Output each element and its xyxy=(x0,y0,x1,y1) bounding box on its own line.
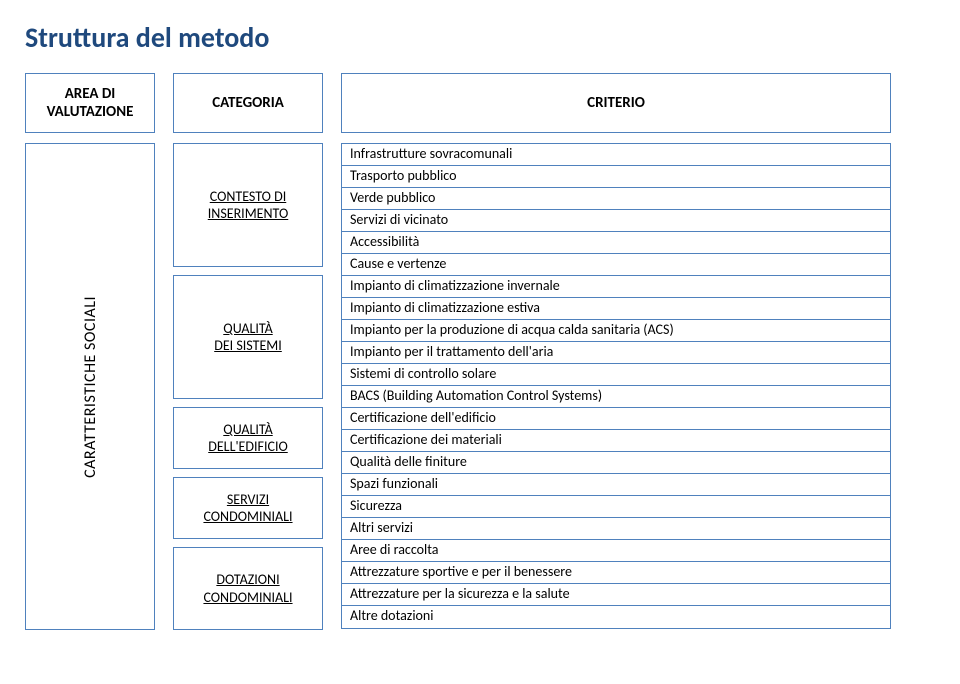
categoria-line: QUALITÀ xyxy=(223,421,272,439)
main-layout: AREA DI VALUTAZIONE CARATTERISTICHE SOCI… xyxy=(25,73,935,630)
criterio-row: Attrezzature per la sicurezza e la salut… xyxy=(342,584,890,606)
categoria-line: QUALITÀ xyxy=(223,320,272,338)
page-title: Struttura del metodo xyxy=(25,20,935,55)
categoria-box: QUALITÀDELL'EDIFICIO xyxy=(173,407,323,469)
criterio-row: Altre dotazioni xyxy=(342,606,890,628)
right-column: CRITERIO Infrastrutture sovracomunaliTra… xyxy=(341,73,891,629)
criterio-row: Impianto di climatizzazione invernale xyxy=(342,276,890,298)
criteria-column: Infrastrutture sovracomunaliTrasporto pu… xyxy=(341,143,891,629)
criterio-row: Sistemi di controllo solare xyxy=(342,364,890,386)
area-social-box: CARATTERISTICHE SOCIALI xyxy=(25,143,155,630)
area-social-label: CARATTERISTICHE SOCIALI xyxy=(81,296,100,478)
criterio-row: BACS (Building Automation Control System… xyxy=(342,386,890,408)
criterio-row: Aree di raccolta xyxy=(342,540,890,562)
categoria-line: DEI SISTEMI xyxy=(214,337,282,355)
left-column: AREA DI VALUTAZIONE CARATTERISTICHE SOCI… xyxy=(25,73,155,630)
criterio-row: Impianto per la produzione di acqua cald… xyxy=(342,320,890,342)
criterio-row: Impianto di climatizzazione estiva xyxy=(342,298,890,320)
header-row-left: AREA DI VALUTAZIONE xyxy=(25,73,155,133)
criterio-row: Attrezzature sportive e per il benessere xyxy=(342,562,890,584)
body-row-left: CARATTERISTICHE SOCIALI xyxy=(25,143,155,630)
categoria-line: CONTESTO DI xyxy=(210,188,287,206)
categories-column: CONTESTO DIINSERIMENTOQUALITÀDEI SISTEMI… xyxy=(173,143,323,630)
criterio-row: Verde pubblico xyxy=(342,188,890,210)
header-criterio: CRITERIO xyxy=(341,73,891,133)
categoria-line: SERVIZI xyxy=(227,491,269,509)
categoria-box: SERVIZICONDOMINIALI xyxy=(173,477,323,539)
criterio-row: Sicurezza xyxy=(342,496,890,518)
criterio-row: Certificazione dell'edificio xyxy=(342,408,890,430)
categoria-box: CONTESTO DIINSERIMENTO xyxy=(173,143,323,267)
criterio-row: Certificazione dei materiali xyxy=(342,430,890,452)
categoria-line: INSERIMENTO xyxy=(208,205,289,223)
criterio-row: Altri servizi xyxy=(342,518,890,540)
header-row-right: CRITERIO xyxy=(341,73,891,133)
categoria-line: CONDOMINIALI xyxy=(203,508,292,526)
criterio-row: Cause e vertenze xyxy=(342,254,890,276)
header-row-mid: CATEGORIA xyxy=(173,73,323,133)
categoria-box: QUALITÀDEI SISTEMI xyxy=(173,275,323,399)
criterio-row: Accessibilità xyxy=(342,232,890,254)
header-categoria: CATEGORIA xyxy=(173,73,323,133)
criterio-row: Trasporto pubblico xyxy=(342,166,890,188)
criterio-row: Spazi funzionali xyxy=(342,474,890,496)
header-area: AREA DI VALUTAZIONE xyxy=(25,73,155,133)
criterio-row: Qualità delle finiture xyxy=(342,452,890,474)
criterio-row: Infrastrutture sovracomunali xyxy=(342,144,890,166)
categoria-line: CONDOMINIALI xyxy=(203,589,292,607)
middle-column: CATEGORIA CONTESTO DIINSERIMENTOQUALITÀD… xyxy=(173,73,323,630)
categoria-line: DELL'EDIFICIO xyxy=(208,438,288,456)
categoria-box: DOTAZIONICONDOMINIALI xyxy=(173,547,323,630)
criterio-row: Servizi di vicinato xyxy=(342,210,890,232)
categoria-line: DOTAZIONI xyxy=(216,571,279,589)
criterio-row: Impianto per il trattamento dell'aria xyxy=(342,342,890,364)
